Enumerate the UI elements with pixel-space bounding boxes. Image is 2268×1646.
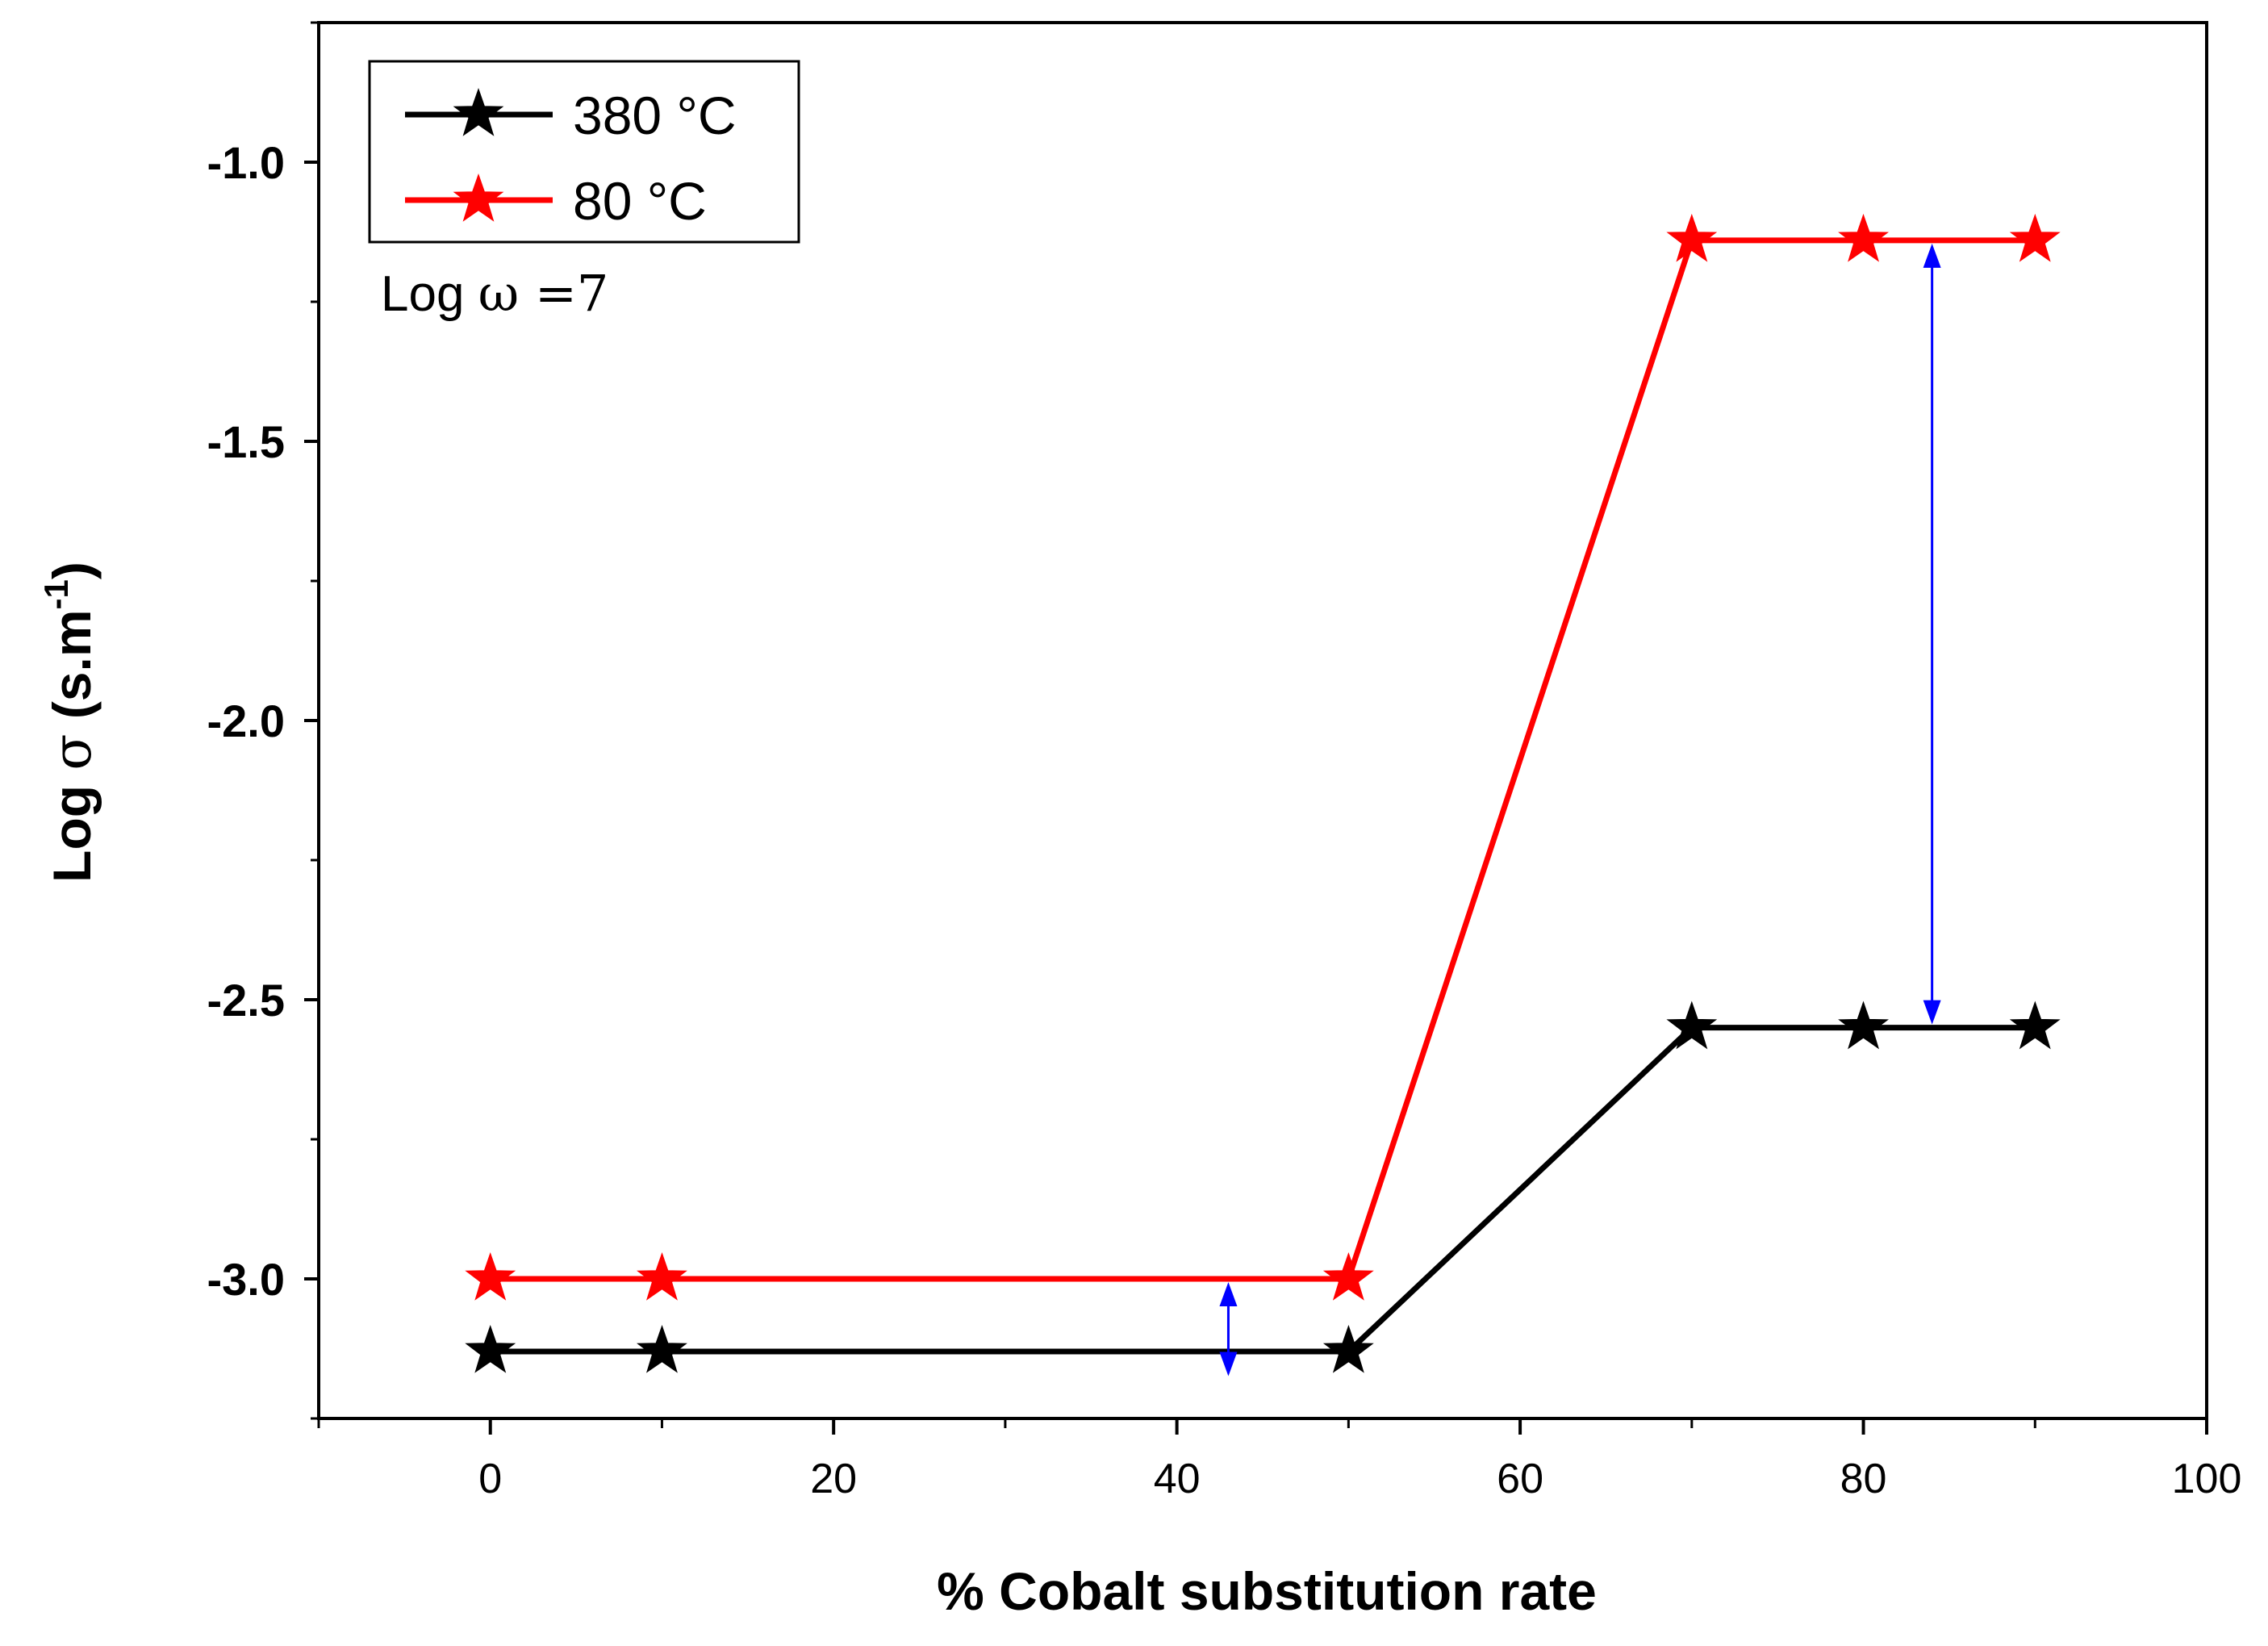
y-tick-label: -2.5: [207, 975, 286, 1026]
arrow-head-up: [1219, 1282, 1238, 1306]
frequency-annotation: Log ω =7: [381, 264, 608, 323]
x-tick-label: 20: [810, 1456, 857, 1502]
x-tick-label: 80: [1840, 1456, 1887, 1502]
legend-label: 80 °C: [573, 171, 707, 231]
legend-entry: 80 °C: [405, 171, 707, 231]
arrow-head-down: [1923, 1000, 1941, 1025]
frequency-annotation-prefix: Log: [381, 266, 478, 322]
series-380c: [465, 1001, 2061, 1373]
y-axis-title-suffix: ): [42, 562, 102, 579]
arrow-head-down: [1219, 1351, 1238, 1377]
series-line: [490, 1025, 2036, 1355]
x-tick-label: 0: [478, 1456, 502, 1502]
x-axis-tick-labels: 0 20 40 60 80 100: [478, 1456, 2241, 1502]
legend: 380 °C 80 °C: [368, 60, 800, 244]
series-80c: [465, 213, 2061, 1301]
y-tick-label: -3.0: [207, 1254, 286, 1305]
y-tick-label: -1.0: [207, 137, 286, 188]
x-axis-ticks: [317, 1418, 2208, 1435]
data-point-star: [465, 1251, 516, 1301]
data-point-star: [1322, 1251, 1374, 1301]
x-tick-label: 100: [2172, 1456, 2242, 1502]
x-tick-label: 60: [1497, 1456, 1543, 1502]
data-point-star: [637, 1324, 687, 1373]
x-tick-label: 40: [1154, 1456, 1201, 1502]
data-point-star: [637, 1251, 687, 1301]
y-axis-title-symbol: σ: [41, 734, 103, 771]
legend-box: [368, 60, 800, 244]
arrow-head-up: [1923, 243, 1941, 268]
data-point-star: [2009, 1001, 2061, 1050]
legend-label: 380 °C: [573, 86, 737, 145]
frequency-annotation-suffix: =7: [519, 264, 608, 323]
y-axis-title-unit: (s.m: [42, 609, 102, 733]
y-tick-label: -2.0: [207, 696, 286, 746]
legend-star-marker: [453, 87, 504, 136]
double-arrow: [1923, 243, 1941, 1025]
annotation-arrows: [1219, 243, 1941, 1377]
y-axis-tick-labels: -3.0 -2.5 -2.0 -1.5 -1.0: [207, 137, 286, 1305]
y-axis-title-prefix: Log: [42, 771, 102, 883]
y-axis-ticks: [304, 21, 319, 1420]
data-point-star: [1666, 1001, 1718, 1050]
data-point-star: [1838, 213, 1889, 262]
data-point-star: [1838, 1001, 1889, 1050]
legend-entry: 380 °C: [405, 86, 737, 145]
data-point-star: [1322, 1324, 1374, 1373]
y-axis-title-superscript: -1: [37, 579, 75, 609]
data-point-star: [2009, 213, 2061, 262]
data-point-star: [465, 1324, 516, 1373]
frequency-annotation-symbol: ω: [478, 264, 520, 323]
y-tick-label: -1.5: [207, 416, 286, 467]
x-axis-title: % Cobalt substitution rate: [937, 1561, 1597, 1621]
series-layer: [465, 213, 2061, 1373]
series-line: [490, 237, 2036, 1282]
double-arrow: [1219, 1282, 1238, 1377]
data-point-star: [1666, 213, 1718, 262]
legend-entries: 380 °C 80 °C: [405, 86, 737, 231]
legend-star-marker: [453, 173, 504, 222]
y-axis-title: Log σ (s.m-1): [37, 562, 103, 883]
